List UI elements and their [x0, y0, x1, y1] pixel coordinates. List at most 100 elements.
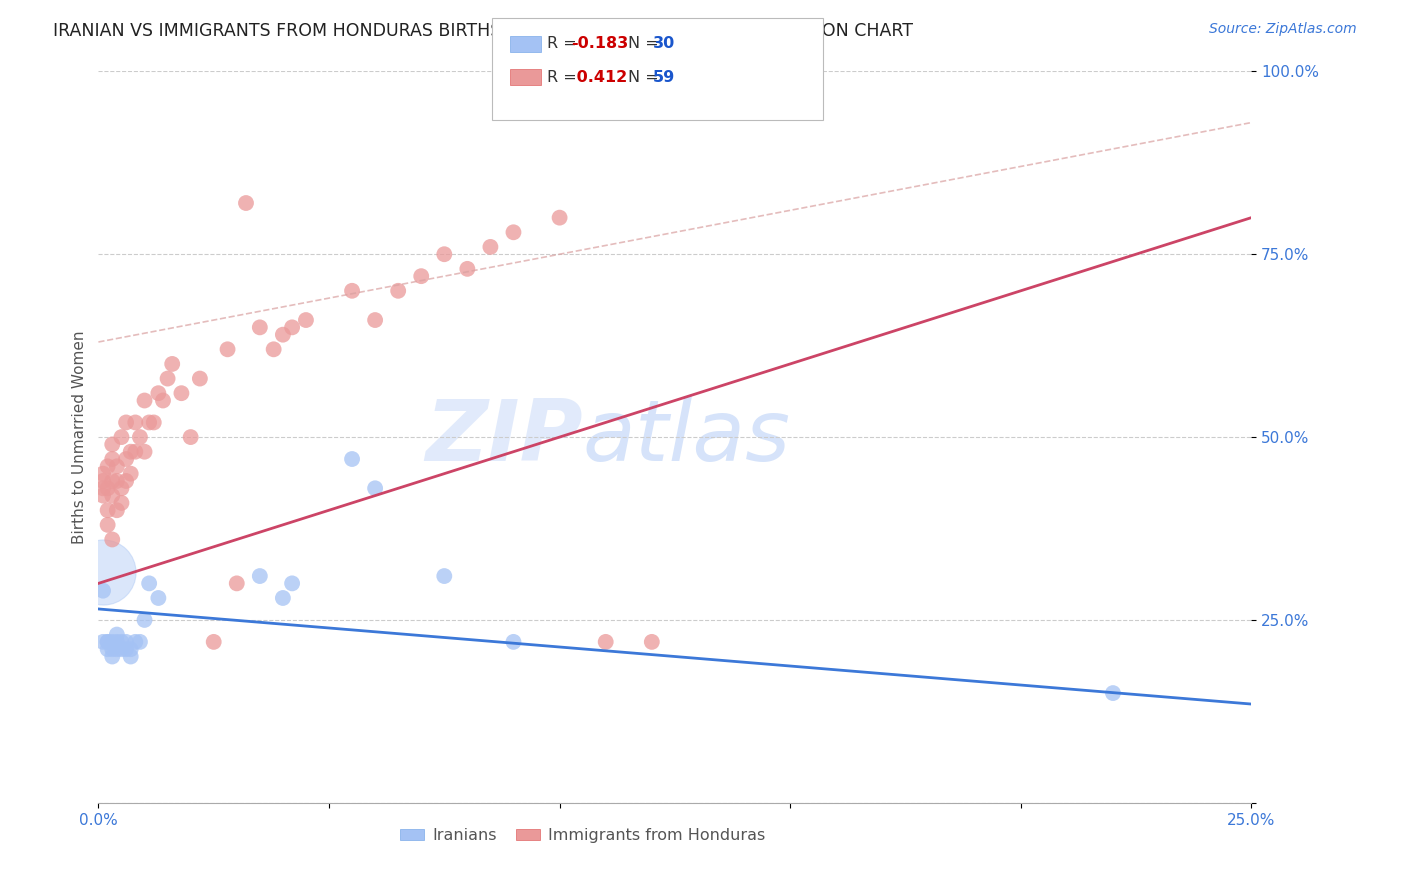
Text: -0.183: -0.183: [571, 37, 628, 51]
Point: [263, 343, 285, 357]
Point: [235, 196, 257, 211]
Point: [91, 474, 114, 488]
Point: [91, 481, 114, 495]
Point: [340, 284, 363, 298]
Point: [170, 386, 193, 401]
Point: [249, 320, 271, 334]
Point: [91, 566, 114, 580]
Point: [91, 467, 114, 481]
Point: [202, 635, 225, 649]
Point: [115, 635, 138, 649]
Text: 30: 30: [652, 37, 675, 51]
Point: [134, 444, 156, 458]
Point: [271, 591, 294, 605]
Point: [101, 452, 124, 467]
Text: R =: R =: [547, 70, 582, 85]
Point: [281, 320, 304, 334]
Point: [97, 459, 120, 474]
Point: [225, 576, 247, 591]
Point: [387, 284, 409, 298]
Point: [97, 635, 120, 649]
Point: [97, 503, 120, 517]
Point: [91, 489, 114, 503]
Point: [364, 313, 387, 327]
Point: [1102, 686, 1125, 700]
Point: [188, 371, 211, 385]
Point: [148, 386, 170, 401]
Point: [120, 649, 142, 664]
Point: [101, 533, 124, 547]
Point: [142, 416, 165, 430]
Point: [120, 642, 142, 657]
Point: [110, 635, 132, 649]
Point: [110, 496, 132, 510]
Point: [456, 261, 478, 276]
Point: [105, 635, 128, 649]
Point: [110, 642, 132, 657]
Point: [156, 371, 179, 385]
Point: [148, 591, 170, 605]
Text: IRANIAN VS IMMIGRANTS FROM HONDURAS BIRTHS TO UNMARRIED WOMEN CORRELATION CHART: IRANIAN VS IMMIGRANTS FROM HONDURAS BIRT…: [53, 22, 914, 40]
Point: [101, 474, 124, 488]
Point: [97, 517, 120, 532]
Point: [411, 269, 433, 284]
Point: [105, 642, 128, 657]
Text: atlas: atlas: [582, 395, 790, 479]
Point: [120, 467, 142, 481]
Point: [115, 474, 138, 488]
Point: [340, 452, 363, 467]
Text: ZIP: ZIP: [425, 395, 582, 479]
Text: 0.412: 0.412: [571, 70, 627, 85]
Point: [479, 240, 502, 254]
Point: [160, 357, 183, 371]
Point: [364, 481, 387, 495]
Point: [101, 642, 124, 657]
Point: [115, 452, 138, 467]
Point: [295, 313, 318, 327]
Point: [105, 503, 128, 517]
Point: [110, 481, 132, 495]
Y-axis label: Births to Unmarried Women: Births to Unmarried Women: [72, 330, 87, 544]
Point: [129, 430, 152, 444]
Point: [134, 613, 156, 627]
Point: [249, 569, 271, 583]
Point: [641, 635, 664, 649]
Point: [105, 459, 128, 474]
Text: N =: N =: [628, 70, 665, 85]
Point: [124, 416, 146, 430]
Point: [97, 481, 120, 495]
Point: [110, 430, 132, 444]
Point: [595, 635, 617, 649]
Point: [433, 247, 456, 261]
Point: [124, 444, 146, 458]
Point: [134, 393, 156, 408]
Point: [180, 430, 202, 444]
Point: [502, 225, 524, 239]
Point: [271, 327, 294, 342]
Point: [101, 437, 124, 451]
Text: Source: ZipAtlas.com: Source: ZipAtlas.com: [1209, 22, 1357, 37]
Point: [97, 635, 120, 649]
Point: [138, 416, 160, 430]
Point: [138, 576, 160, 591]
Text: 59: 59: [652, 70, 675, 85]
Point: [152, 393, 174, 408]
Point: [124, 635, 146, 649]
Point: [548, 211, 571, 225]
Point: [115, 642, 138, 657]
Point: [101, 649, 124, 664]
Text: R =: R =: [547, 37, 582, 51]
Point: [101, 489, 124, 503]
Point: [281, 576, 304, 591]
Point: [101, 635, 124, 649]
Point: [97, 642, 120, 657]
Point: [91, 635, 114, 649]
Point: [502, 635, 524, 649]
Point: [105, 474, 128, 488]
Point: [217, 343, 239, 357]
Legend: Iranians, Immigrants from Honduras: Iranians, Immigrants from Honduras: [394, 822, 772, 850]
Point: [115, 416, 138, 430]
Point: [779, 94, 801, 108]
Point: [129, 635, 152, 649]
Point: [120, 444, 142, 458]
